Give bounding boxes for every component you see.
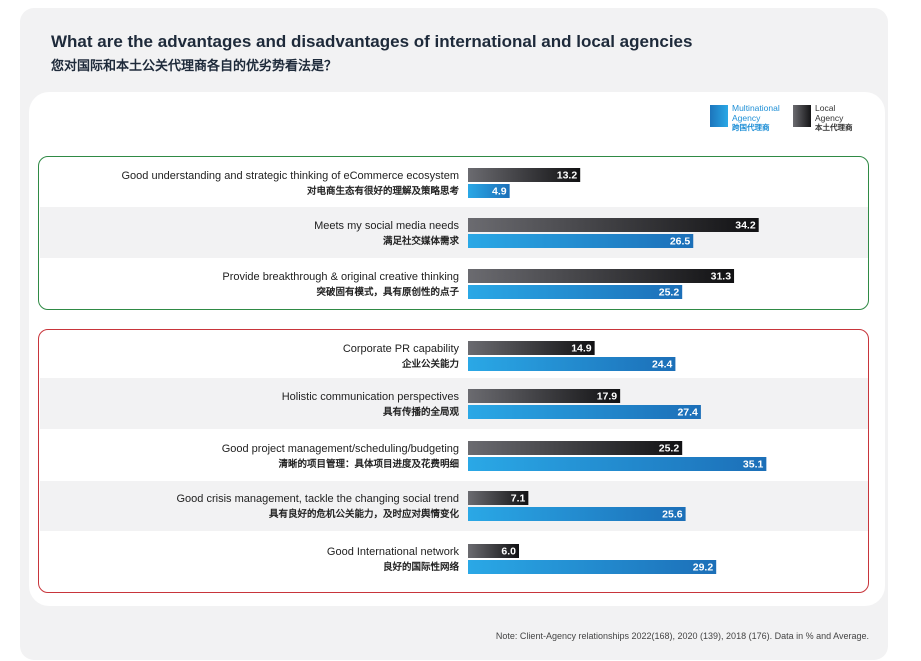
- data-label-multinational-7: 29.2: [693, 562, 714, 574]
- category-label-5: Good project management/scheduling/budge…: [222, 443, 459, 455]
- bar-local-5: [468, 441, 683, 455]
- data-label-multinational-6: 25.6: [662, 509, 683, 521]
- category-label-6: Good crisis management, tackle the chang…: [177, 493, 460, 505]
- bar-local-1: [468, 218, 759, 232]
- bar-multinational-6: [468, 507, 686, 521]
- legend-swatch-multinational: [710, 105, 728, 127]
- data-label-multinational-1: 26.5: [670, 236, 691, 248]
- data-label-multinational-3: 24.4: [652, 359, 673, 371]
- bar-multinational-4: [468, 405, 701, 419]
- row-band-0: [40, 207, 868, 258]
- category-label-zh-1: 满足社交媒体需求: [383, 235, 460, 247]
- data-label-local-3: 14.9: [571, 343, 592, 355]
- bar-multinational-1: [468, 234, 694, 248]
- bar-local-0: [468, 168, 581, 182]
- bar-multinational-3: [468, 357, 676, 371]
- data-label-local-0: 13.2: [557, 170, 578, 182]
- row-band-extra-0: [40, 378, 868, 429]
- category-label-7: Good International network: [327, 546, 460, 558]
- bar-local-2: [468, 269, 735, 283]
- advantages-group-frame: [38, 156, 869, 310]
- category-label-zh-2: 突破固有模式，具有原创性的点子: [316, 286, 459, 298]
- category-label-3: Corporate PR capability: [343, 343, 460, 355]
- category-label-zh-3: 企业公关能力: [401, 358, 459, 370]
- row-band-1: [40, 481, 868, 531]
- chart-title: What are the advantages and disadvantage…: [51, 32, 693, 51]
- legend-label-local: Local Agency: [815, 103, 844, 123]
- bar-local-4: [468, 389, 621, 403]
- bar-multinational-2: [468, 285, 683, 299]
- data-label-multinational-5: 35.1: [743, 459, 764, 471]
- data-label-local-5: 25.2: [659, 443, 680, 455]
- legend-label-multinational-zh: 跨国代理商: [732, 123, 770, 132]
- bar-multinational-7: [468, 560, 717, 574]
- category-label-zh-5: 清晰的项目管理：具体项目进度及花费明细: [278, 458, 459, 470]
- category-label-2: Provide breakthrough & original creative…: [222, 271, 459, 283]
- category-label-zh-6: 具有良好的危机公关能力，及时应对舆情变化: [268, 508, 460, 520]
- data-label-multinational-0: 4.9: [492, 186, 507, 198]
- category-label-zh-4: 具有传播的全局观: [382, 406, 460, 418]
- legend-label-multinational: Multinational Agency: [732, 103, 780, 123]
- category-label-zh-7: 良好的国际性网络: [383, 561, 460, 573]
- category-label-0: Good understanding and strategic thinkin…: [121, 170, 459, 182]
- chart-title-chinese: 您对国际和本土公关代理商各自的优劣势看法是？: [51, 59, 338, 74]
- data-label-multinational-2: 25.2: [659, 287, 680, 299]
- data-label-local-7: 6.0: [501, 546, 516, 558]
- legend-swatch-local: [793, 105, 811, 127]
- category-label-zh-0: 对电商生态有很好的理解及策略思考: [307, 185, 460, 197]
- data-label-multinational-4: 27.4: [677, 407, 698, 419]
- data-label-local-2: 31.3: [711, 271, 732, 283]
- data-label-local-6: 7.1: [511, 493, 526, 505]
- category-label-1: Meets my social media needs: [314, 220, 459, 232]
- legend-local: Local Agency 本土代理商: [793, 103, 853, 133]
- legend-label-local-zh: 本土代理商: [815, 123, 853, 132]
- disadvantages-group-frame: [38, 329, 869, 593]
- category-label-4: Holistic communication perspectives: [282, 391, 460, 403]
- bar-local-6: [468, 491, 529, 505]
- data-label-local-4: 17.9: [597, 391, 618, 403]
- bar-multinational-5: [468, 457, 767, 471]
- bar-local-3: [468, 341, 595, 355]
- footnote: Note: Client-Agency relationships 2022(1…: [495, 631, 869, 641]
- data-label-local-1: 34.2: [735, 220, 756, 232]
- legend-multinational: Multinational Agency 跨国代理商: [710, 103, 792, 133]
- bar-multinational-0: [468, 184, 510, 198]
- bar-local-7: [468, 544, 519, 558]
